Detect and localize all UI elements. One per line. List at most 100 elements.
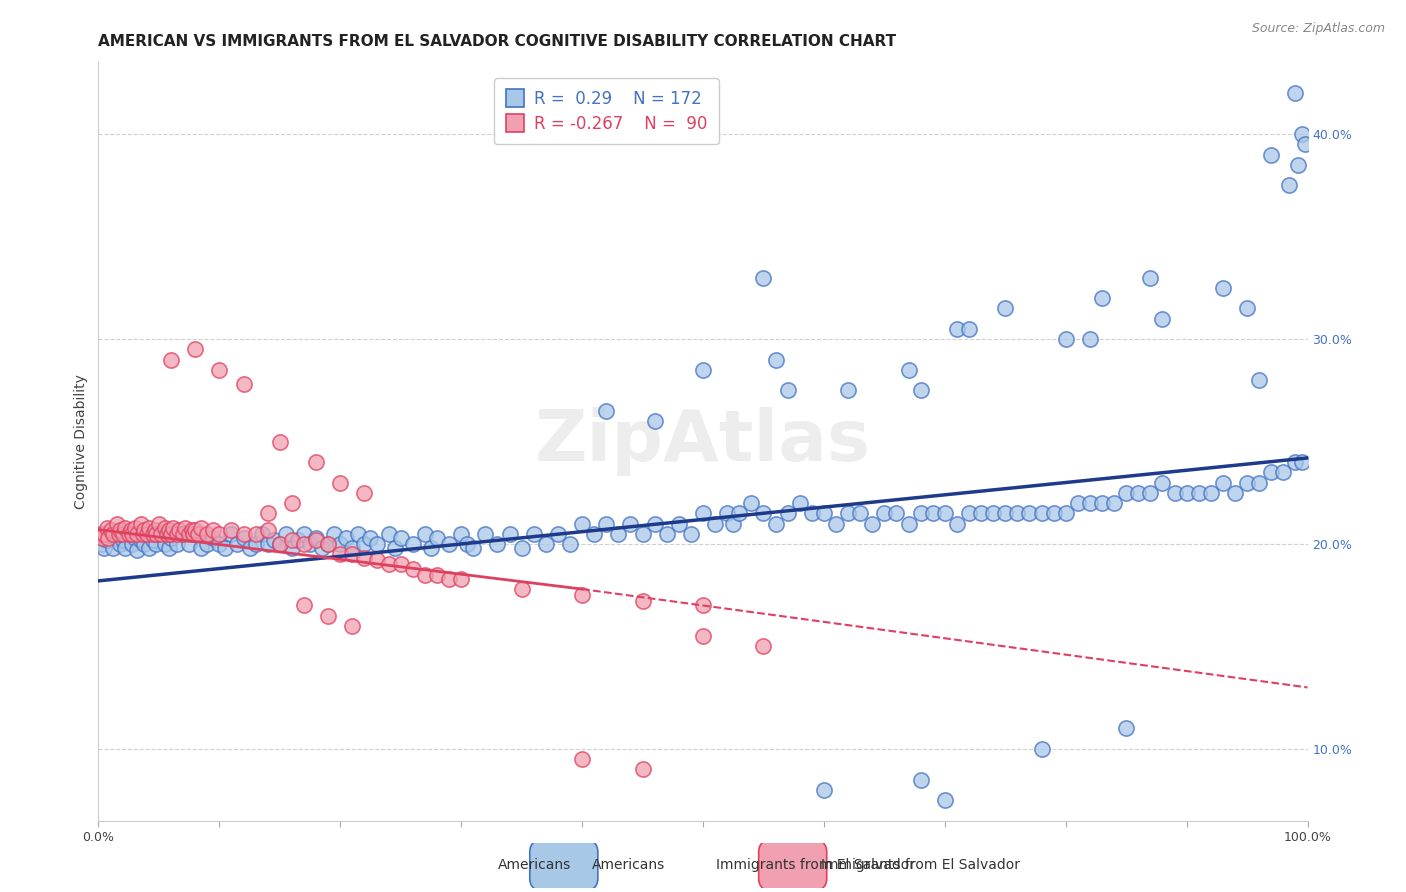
- Point: [329, 537, 352, 551]
- Point: [121, 526, 143, 541]
- Point: [160, 352, 183, 367]
- Point: [1115, 485, 1137, 500]
- Point: [692, 599, 714, 613]
- Point: [510, 582, 533, 596]
- Point: [142, 526, 165, 541]
- Point: [426, 567, 449, 582]
- Point: [1102, 496, 1125, 510]
- Point: [172, 526, 194, 541]
- Point: [474, 526, 496, 541]
- Point: [897, 363, 920, 377]
- Point: [1249, 373, 1271, 387]
- Point: [121, 537, 143, 551]
- Point: [957, 322, 980, 336]
- Point: [377, 558, 399, 572]
- Point: [153, 537, 176, 551]
- Point: [1152, 475, 1174, 490]
- Point: [981, 506, 1004, 520]
- Text: Americans: Americans: [498, 858, 571, 872]
- Point: [124, 531, 146, 545]
- Point: [498, 526, 520, 541]
- Point: [1067, 496, 1090, 510]
- Point: [160, 531, 183, 545]
- Point: [263, 533, 285, 547]
- Point: [910, 384, 932, 398]
- Point: [813, 506, 835, 520]
- Point: [1018, 506, 1040, 520]
- Point: [426, 531, 449, 545]
- Point: [221, 523, 243, 537]
- Point: [100, 526, 122, 541]
- Point: [934, 793, 956, 807]
- Point: [292, 599, 315, 613]
- Y-axis label: Cognitive Disability: Cognitive Disability: [75, 374, 89, 509]
- Point: [456, 537, 478, 551]
- Point: [789, 496, 811, 510]
- Point: [93, 541, 115, 555]
- Legend: R =  0.29    N = 172, R = -0.267    N =  90: R = 0.29 N = 172, R = -0.267 N = 90: [494, 78, 718, 145]
- Point: [239, 541, 262, 555]
- Point: [323, 526, 346, 541]
- Point: [335, 531, 357, 545]
- Point: [1249, 475, 1271, 490]
- Point: [101, 541, 124, 555]
- Point: [765, 352, 787, 367]
- Point: [353, 485, 375, 500]
- Point: [305, 533, 328, 547]
- Point: [644, 516, 666, 531]
- Point: [860, 516, 883, 531]
- Point: [1031, 506, 1053, 520]
- Point: [547, 526, 569, 541]
- Point: [873, 506, 896, 520]
- Point: [184, 523, 207, 537]
- Point: [91, 537, 114, 551]
- Point: [776, 384, 799, 398]
- Point: [994, 506, 1017, 520]
- Point: [202, 531, 225, 545]
- Point: [510, 541, 533, 555]
- Point: [160, 526, 183, 541]
- Point: [631, 763, 654, 777]
- Point: [127, 526, 149, 541]
- Point: [1091, 291, 1114, 305]
- Point: [595, 516, 617, 531]
- Point: [800, 506, 823, 520]
- Point: [1031, 742, 1053, 756]
- Point: [134, 523, 156, 537]
- Point: [347, 526, 370, 541]
- Point: [135, 526, 157, 541]
- Point: [1284, 86, 1306, 100]
- Point: [752, 270, 775, 285]
- Point: [145, 526, 167, 541]
- Point: [813, 783, 835, 797]
- Point: [166, 537, 188, 551]
- Point: [124, 520, 146, 534]
- Point: [342, 541, 364, 555]
- Point: [1054, 506, 1077, 520]
- Text: Source: ZipAtlas.com: Source: ZipAtlas.com: [1251, 22, 1385, 36]
- Point: [256, 523, 278, 537]
- Point: [723, 516, 745, 531]
- Point: [195, 537, 218, 551]
- Point: [1078, 496, 1101, 510]
- Point: [837, 506, 859, 520]
- Point: [342, 547, 364, 561]
- Text: Americans: Americans: [592, 858, 665, 872]
- Point: [250, 526, 273, 541]
- Text: ZipAtlas: ZipAtlas: [536, 407, 870, 476]
- Point: [156, 526, 179, 541]
- Point: [153, 520, 176, 534]
- Text: Immigrants from El Salvador: Immigrants from El Salvador: [821, 858, 1019, 872]
- Point: [105, 516, 128, 531]
- Point: [329, 547, 352, 561]
- Point: [1091, 496, 1114, 510]
- Point: [752, 640, 775, 654]
- Text: Immigrants from El Salvador: Immigrants from El Salvador: [716, 858, 915, 872]
- Point: [897, 516, 920, 531]
- Point: [157, 523, 180, 537]
- Point: [135, 526, 157, 541]
- Point: [169, 523, 191, 537]
- Point: [127, 543, 149, 558]
- Point: [692, 363, 714, 377]
- Point: [329, 475, 352, 490]
